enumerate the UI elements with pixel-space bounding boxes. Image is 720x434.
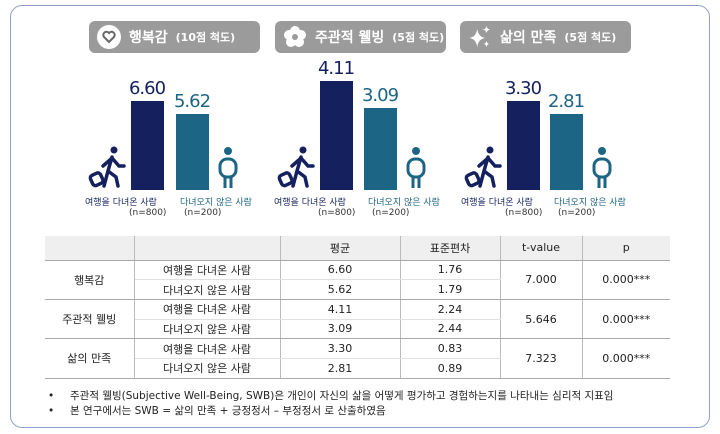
table-row: 주관적 웰빙 여행을 다녀온 사람 4.11 2.24 5.646 0.000*** <box>45 299 670 340</box>
n-label: (n=800) <box>505 208 543 218</box>
n-label: (n=800) <box>129 208 167 218</box>
chart-title: 행복감 <box>129 30 168 46</box>
mean-cell: 4.11 <box>280 299 401 320</box>
value-label: 2.81 <box>547 91 585 113</box>
person-icon <box>216 146 240 194</box>
mean-cell: 5.62 <box>280 279 401 300</box>
bar-traveler <box>131 100 164 190</box>
note-2: • 본 연구에서는 SWB = 삶의 만족 + 긍정정서 – 부정정서 로 산출하… <box>48 403 386 418</box>
chart-title-pill: 행복감 (10점 척도) <box>89 21 260 53</box>
group-name: 주관적 웰빙 <box>45 299 135 340</box>
mean-cell: 6.60 <box>280 260 401 281</box>
header-mean: 평균 <box>280 236 401 261</box>
person-icon <box>590 146 614 194</box>
note-text: 본 연구에서는 SWB = 삶의 만족 + 긍정정서 – 부정정서 로 산출하였… <box>70 405 386 417</box>
group-label: 여행을 다녀온 사람 <box>134 260 281 281</box>
mean-cell: 2.81 <box>280 358 401 379</box>
p-value-cell: 0.000*** <box>582 260 670 300</box>
sd-cell: 1.76 <box>400 260 501 281</box>
chart-title-pill: 삶의 만족 (5점 척도) <box>460 21 631 53</box>
group-label: 다녀오지 않은 사람 <box>134 358 281 379</box>
bar-non-traveler <box>176 114 209 190</box>
traveler-icon <box>464 146 508 194</box>
table-header: 평균 표준편차 t-value p <box>45 236 670 261</box>
sd-cell: 2.24 <box>400 299 501 320</box>
category-label: 여행을 다녀온 사람 <box>85 198 157 208</box>
p-value-cell: 0.000*** <box>582 299 670 340</box>
group-label: 다녀오지 않은 사람 <box>134 279 281 300</box>
value-label: 4.11 <box>317 58 355 80</box>
person-icon <box>404 146 428 194</box>
category-label: 다녀오지 않은 사람 <box>368 198 440 208</box>
bar-traveler <box>507 100 540 190</box>
traveler-icon <box>277 146 321 194</box>
scale-label: (5점 척도) <box>564 31 617 44</box>
scale-label: (10점 척도) <box>175 31 236 44</box>
header-p: p <box>582 236 670 261</box>
group-label: 다녀오지 않은 사람 <box>134 319 281 340</box>
table-row: 다녀오지 않은 사람 2.81 0.89 <box>45 358 670 379</box>
category-label: 다녀오지 않은 사람 <box>180 198 252 208</box>
table-row: 다녀오지 않은 사람 3.09 2.44 <box>45 319 670 340</box>
bar-non-traveler <box>364 108 397 190</box>
table-row: 다녀오지 않은 사람 5.62 1.79 <box>45 279 670 300</box>
category-label: 다녀오지 않은 사람 <box>554 198 626 208</box>
heart-icon <box>97 25 121 49</box>
header-cell <box>45 236 135 261</box>
stats-table: 평균 표준편차 t-value p 행복감 여행을 다녀온 사람 6.60 1.76 7… <box>45 236 670 379</box>
scale-label: (5점 척도) <box>392 31 445 44</box>
mean-cell: 3.30 <box>280 338 401 359</box>
sd-cell: 1.79 <box>400 279 501 300</box>
header-t: t-value <box>500 236 583 261</box>
sd-cell: 2.44 <box>400 319 501 340</box>
note-1: • 주관적 웰빙(Subjective Well-Being, SWB)은 개인이… <box>48 388 613 403</box>
flower-icon <box>283 25 307 49</box>
n-label: (n=800) <box>318 208 356 218</box>
table-row: 삶의 만족 여행을 다녀온 사람 3.30 0.83 7.323 0.000*** <box>45 338 670 379</box>
table-row: 행복감 여행을 다녀온 사람 6.60 1.76 7.000 0.000*** <box>45 260 670 300</box>
n-label: (n=200) <box>558 208 596 218</box>
sd-cell: 0.83 <box>400 338 501 359</box>
group-label: 여행을 다녀온 사람 <box>134 338 281 359</box>
sd-cell: 0.89 <box>400 358 501 379</box>
value-label: 3.09 <box>361 85 399 107</box>
header-cell <box>134 236 281 261</box>
bullet: • <box>48 405 55 417</box>
category-label: 여행을 다녀온 사람 <box>274 198 346 208</box>
group-name: 행복감 <box>45 260 135 300</box>
t-value-cell: 7.323 <box>500 338 583 379</box>
t-value-cell: 5.646 <box>500 299 583 340</box>
value-label: 6.60 <box>128 77 166 99</box>
value-label: 5.62 <box>173 91 211 113</box>
sparkle-icon <box>468 25 492 49</box>
chart-title: 주관적 웰빙 <box>315 30 385 46</box>
t-value-cell: 7.000 <box>500 260 583 300</box>
n-label: (n=200) <box>372 208 410 218</box>
chart-title-pill: 주관적 웰빙 (5점 척도) <box>275 21 446 53</box>
traveler-icon <box>88 146 132 194</box>
n-label: (n=200) <box>184 208 222 218</box>
chart-title: 삶의 만족 <box>500 30 557 46</box>
p-value-cell: 0.000*** <box>582 338 670 379</box>
group-name: 삶의 만족 <box>45 338 135 379</box>
note-text: 주관적 웰빙(Subjective Well-Being, SWB)은 개인이 … <box>70 390 614 402</box>
bar-traveler <box>320 81 353 190</box>
mean-cell: 3.09 <box>280 319 401 340</box>
bullet: • <box>48 390 55 402</box>
value-label: 3.30 <box>504 77 542 99</box>
bar-non-traveler <box>550 114 583 190</box>
group-label: 여행을 다녀온 사람 <box>134 299 281 320</box>
header-sd: 표준편차 <box>400 236 501 261</box>
category-label: 여행을 다녀온 사람 <box>461 198 533 208</box>
